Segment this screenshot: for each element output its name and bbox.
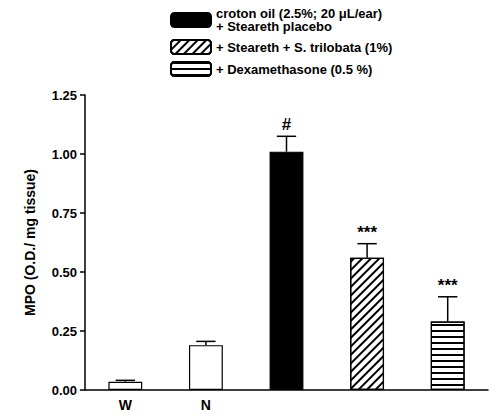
svg-text:MPO (O.D./ mg tissue): MPO (O.D./ mg tissue) (22, 169, 38, 316)
svg-text:#: # (282, 115, 292, 134)
svg-text:0.25: 0.25 (52, 324, 77, 339)
svg-text:***: *** (357, 223, 377, 242)
svg-text:0.00: 0.00 (52, 383, 77, 398)
svg-text:1.00: 1.00 (52, 147, 77, 162)
svg-text:+ Dexamethasone (0.5 %): + Dexamethasone (0.5 %) (216, 62, 372, 77)
svg-text:N: N (201, 397, 211, 413)
svg-text:W: W (119, 397, 133, 413)
svg-text:0.75: 0.75 (52, 206, 77, 221)
svg-text:1.25: 1.25 (52, 88, 77, 103)
svg-text:0.50: 0.50 (52, 265, 77, 280)
svg-text:croton oil (2.5%; 20 μL/ear): croton oil (2.5%; 20 μL/ear) (216, 6, 383, 21)
svg-text:+ Steareth placebo: + Steareth placebo (216, 19, 332, 34)
svg-text:***: *** (438, 276, 458, 295)
svg-text:+ Steareth + S. trilobata (1%): + Steareth + S. trilobata (1%) (216, 40, 392, 55)
